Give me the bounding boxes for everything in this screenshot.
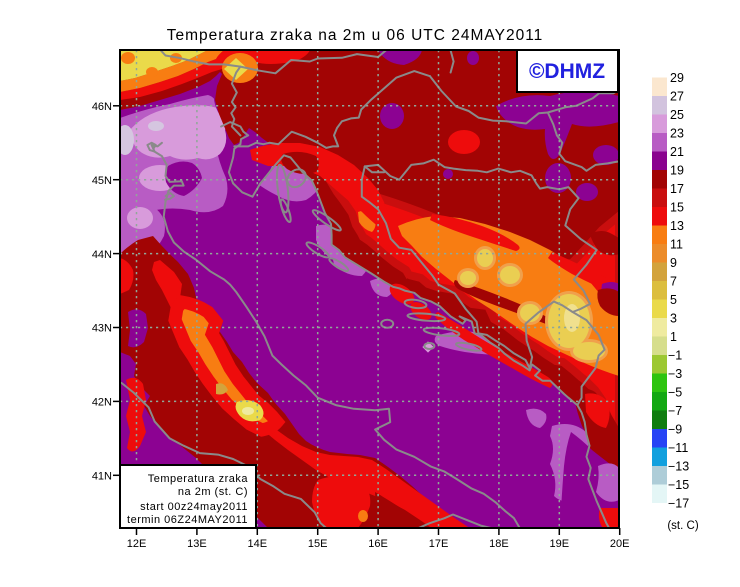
svg-text:na 2m (st. C): na 2m (st. C) <box>178 486 248 498</box>
svg-text:12E: 12E <box>127 538 147 550</box>
svg-text:5: 5 <box>670 293 677 307</box>
svg-text:25: 25 <box>670 108 684 122</box>
svg-text:13E: 13E <box>187 538 207 550</box>
svg-text:start 00z24may2011: start 00z24may2011 <box>140 501 248 513</box>
svg-text:−9: −9 <box>668 423 682 437</box>
svg-text:9: 9 <box>670 256 677 270</box>
svg-text:−3: −3 <box>668 367 682 381</box>
svg-text:42N: 42N <box>92 397 112 409</box>
svg-text:19: 19 <box>670 164 684 178</box>
svg-text:27: 27 <box>670 90 684 104</box>
svg-text:7: 7 <box>670 275 677 289</box>
svg-text:−5: −5 <box>668 386 682 400</box>
svg-text:1: 1 <box>670 330 677 344</box>
svg-text:17: 17 <box>670 182 684 196</box>
svg-text:20E: 20E <box>610 538 630 550</box>
svg-text:−17: −17 <box>668 497 689 511</box>
svg-text:11: 11 <box>670 238 683 252</box>
svg-text:Temperatura zraka na 2m u 06 U: Temperatura zraka na 2m u 06 UTC 24MAY20… <box>167 27 544 44</box>
svg-text:−15: −15 <box>668 478 689 492</box>
svg-text:−11: −11 <box>668 441 688 455</box>
svg-text:45N: 45N <box>92 175 112 187</box>
svg-text:3: 3 <box>670 312 677 326</box>
svg-text:23: 23 <box>670 127 684 141</box>
svg-text:17E: 17E <box>429 538 449 550</box>
svg-text:19E: 19E <box>550 538 570 550</box>
svg-text:−1: −1 <box>668 349 682 363</box>
svg-text:−7: −7 <box>668 404 682 418</box>
svg-text:21: 21 <box>670 145 684 159</box>
svg-text:15E: 15E <box>308 538 328 550</box>
svg-text:29: 29 <box>670 71 684 85</box>
svg-text:13: 13 <box>670 219 684 233</box>
svg-text:41N: 41N <box>92 471 112 483</box>
svg-text:43N: 43N <box>92 323 112 335</box>
svg-text:termin 06Z24MAY2011: termin 06Z24MAY2011 <box>127 514 248 526</box>
svg-text:46N: 46N <box>92 101 112 113</box>
svg-text:Temperatura zraka: Temperatura zraka <box>148 473 249 485</box>
svg-text:18E: 18E <box>489 538 509 550</box>
svg-text:(st. C): (st. C) <box>667 520 698 532</box>
svg-text:©DHMZ: ©DHMZ <box>529 60 605 83</box>
svg-text:44N: 44N <box>92 249 112 261</box>
svg-text:−13: −13 <box>668 460 689 474</box>
svg-text:16E: 16E <box>368 538 388 550</box>
svg-text:15: 15 <box>670 201 684 215</box>
svg-text:14E: 14E <box>248 538 268 550</box>
